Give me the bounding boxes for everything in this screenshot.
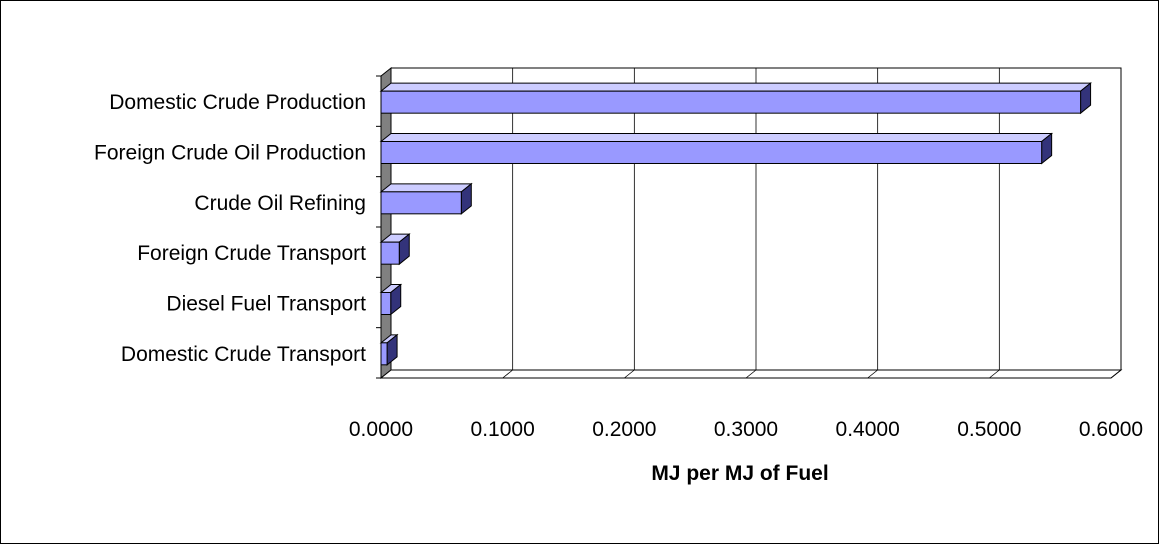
bar-top bbox=[379, 133, 1054, 142]
floor-gridline bbox=[502, 369, 513, 379]
bar-top bbox=[379, 82, 1093, 92]
floor-gridline bbox=[624, 369, 635, 379]
bar-top bbox=[379, 183, 473, 193]
bar bbox=[380, 141, 1043, 164]
category-label: Crude Oil Refining bbox=[194, 192, 366, 215]
category-label: Foreign Crude Oil Production bbox=[94, 142, 366, 165]
x-tick-label: 0.4000 bbox=[836, 418, 900, 441]
x-tick-label: 0.6000 bbox=[1079, 418, 1143, 441]
bar bbox=[380, 292, 392, 315]
bar bbox=[380, 342, 388, 366]
bar bbox=[380, 241, 400, 265]
floor-gridline bbox=[745, 369, 757, 379]
side-wall bbox=[380, 66, 392, 380]
category-label: Domestic Crude Production bbox=[109, 91, 366, 114]
x-tick-label: 0.2000 bbox=[592, 418, 656, 441]
category-label: Foreign Crude Transport bbox=[137, 242, 366, 265]
floor-gridline bbox=[989, 369, 1000, 379]
floor-gridline bbox=[1110, 369, 1122, 379]
floor-gridline bbox=[867, 369, 878, 379]
x-axis-title: MJ per MJ of Fuel bbox=[651, 462, 828, 485]
category-label: Diesel Fuel Transport bbox=[166, 293, 366, 316]
x-tick-label: 0.0000 bbox=[349, 418, 413, 441]
x-tick-label: 0.5000 bbox=[957, 418, 1021, 441]
bar bbox=[380, 90, 1082, 114]
category-label: Domestic Crude Transport bbox=[121, 343, 366, 366]
x-tick-label: 0.3000 bbox=[714, 418, 778, 441]
x-tick-label: 0.1000 bbox=[471, 418, 535, 441]
bar bbox=[380, 191, 462, 215]
